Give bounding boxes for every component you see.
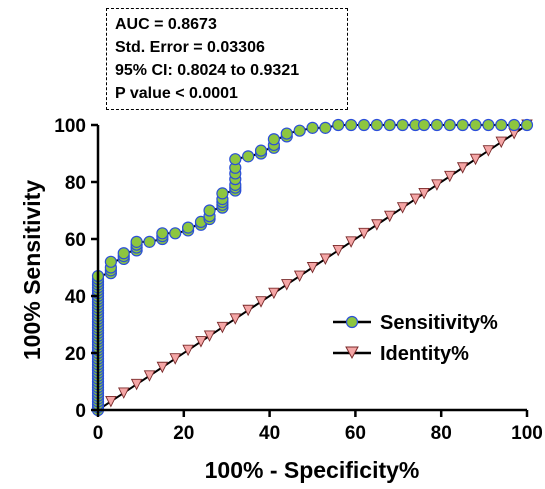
sensitivity-point — [267, 133, 280, 146]
identity-point — [345, 236, 357, 248]
y-tick-label: 80 — [65, 173, 86, 194]
sensitivity-point — [229, 153, 242, 166]
sensitivity-point — [280, 127, 293, 140]
identity-point — [130, 378, 143, 391]
sensitivity-point — [203, 204, 216, 217]
sensitivity-point — [169, 227, 182, 240]
sensitivity-point — [520, 118, 534, 132]
sensitivity-point — [495, 118, 508, 132]
sensitivity-point — [156, 227, 169, 240]
identity-point — [306, 262, 319, 274]
legend-item-sensitivity: Sensitivity% — [333, 312, 498, 334]
sensitivity-point — [293, 124, 306, 137]
identity-point — [482, 145, 495, 157]
legend-identity-marker — [345, 346, 359, 360]
y-tick-label: 20 — [65, 344, 86, 365]
sensitivity-point — [319, 121, 332, 134]
identity-point — [418, 187, 430, 200]
identity-point — [358, 227, 370, 240]
sensitivity-point — [181, 221, 195, 234]
x-tick-label: 80 — [431, 423, 452, 444]
identity-point — [444, 170, 456, 183]
identity-point — [255, 296, 267, 308]
identity-point — [169, 353, 181, 365]
identity-point — [319, 253, 332, 265]
sensitivity-point — [242, 150, 255, 163]
sensitivity-point — [254, 144, 268, 157]
x-tick-label: 0 — [93, 423, 104, 444]
identity-point — [203, 330, 216, 342]
sensitivity-point — [456, 118, 469, 132]
x-tick-label: 100 — [511, 423, 543, 444]
identity-point — [195, 336, 207, 348]
identity-point — [242, 304, 254, 317]
legend-sensitivity-label: Sensitivity% — [380, 312, 498, 334]
sensitivity-point — [482, 118, 495, 132]
identity-point — [332, 244, 344, 257]
sensitivity-point — [130, 235, 143, 248]
p-value-text: P value < 0.0001 — [115, 85, 238, 102]
sensitivity-point — [306, 121, 319, 134]
identity-point — [495, 136, 507, 149]
identity-point — [409, 193, 422, 206]
legend-sensitivity-marker — [345, 315, 359, 329]
axes: 0 20 40 60 80 100 0 20 40 60 80 100 — [54, 116, 543, 444]
identity-point — [143, 370, 156, 382]
identity-point — [383, 210, 396, 223]
sensitivity-point — [345, 118, 358, 132]
sensitivity-point — [383, 118, 396, 132]
identity-point — [156, 361, 169, 374]
sensitivity-point — [417, 118, 431, 132]
x-tick-label: 20 — [173, 423, 194, 444]
legend: Sensitivity% Identity% — [333, 312, 498, 365]
sensitivity-point — [396, 118, 409, 132]
identity-point — [293, 270, 306, 283]
x-tick-label: 40 — [259, 423, 280, 444]
sensitivity-point — [357, 118, 371, 132]
sensitivity-point — [469, 118, 482, 132]
sensitivity-point — [370, 118, 383, 132]
legend-item-identity: Identity% — [333, 343, 469, 365]
sensitivity-point — [143, 235, 156, 248]
sensitivity-point — [332, 118, 345, 132]
legend-identity-label: Identity% — [380, 343, 469, 365]
identity-point — [281, 279, 293, 291]
auc-text: AUC = 0.8673 — [115, 16, 217, 33]
sensitivity-point — [443, 118, 456, 132]
stats-box: AUC = 0.8673 Std. Error = 0.03306 95% CI… — [106, 8, 348, 110]
y-tick-label: 0 — [75, 401, 86, 422]
identity-point — [396, 202, 409, 214]
identity-point — [431, 179, 443, 191]
sensitivity-point — [117, 247, 130, 260]
sensitivity-point — [430, 118, 444, 132]
x-axis-title: 100% - Specificity% — [205, 457, 420, 483]
y-tick-label: 40 — [65, 287, 86, 308]
sensitivity-point — [508, 118, 521, 132]
identity-series — [92, 119, 533, 417]
sensitivity-point — [216, 187, 229, 200]
y-tick-label: 60 — [65, 230, 86, 251]
sensitivity-point — [104, 255, 117, 268]
identity-point — [456, 162, 469, 174]
identity-point — [371, 219, 383, 231]
ci-text: 95% CI: 0.8024 to 0.9321 — [115, 62, 300, 79]
y-axis-title: 100% Sensitivity — [19, 180, 45, 360]
identity-point — [268, 287, 280, 300]
identity-point — [216, 321, 229, 334]
identity-point — [118, 387, 130, 399]
std-error-text: Std. Error = 0.03306 — [115, 39, 265, 56]
x-tick-label: 60 — [345, 423, 366, 444]
identity-point — [229, 313, 242, 325]
identity-point — [469, 153, 482, 166]
y-tick-label: 100 — [54, 116, 86, 137]
identity-point — [182, 344, 194, 357]
identity-point — [105, 396, 117, 408]
